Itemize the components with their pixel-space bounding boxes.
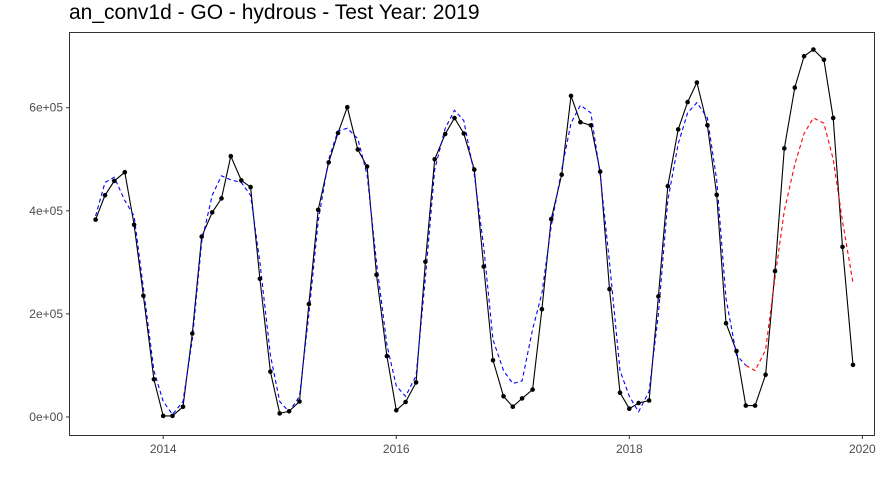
data-point [335,130,341,136]
data-point [228,153,234,159]
data-point [588,123,594,128]
y-tick-label: 6e+05 [29,101,63,115]
data-point [597,169,603,174]
data-point [277,411,283,416]
data-point [355,147,361,152]
data-point [93,217,98,222]
data-point [442,131,448,137]
x-axis: 2014 2016 2018 2020 [150,435,876,456]
data-point [752,403,758,408]
data-point [636,400,641,406]
data-point [315,207,321,213]
data-point [578,119,583,125]
data-point [617,390,623,396]
data-point [559,172,564,177]
series-line-0 [95,48,854,417]
data-point [345,104,350,110]
data-point [734,348,739,354]
data-point [772,268,778,274]
data-point [821,57,827,63]
data-point [364,164,370,169]
data-point [782,146,787,151]
data-point [705,123,710,128]
data-point [199,234,204,239]
data-point [646,398,652,403]
data-point [122,169,128,175]
y-tick-label: 2e+05 [29,307,63,321]
plot-panel-border [69,32,875,436]
data-point [326,160,332,165]
data-point [248,184,253,190]
data-point [257,276,263,282]
data-point [568,93,574,99]
chart-title: an_conv1d - GO - hydrous - Test Year: 20… [69,1,480,24]
y-axis: 0e+00 2e+05 4e+05 6e+05 [29,101,70,424]
data-point [209,210,215,215]
data-point [656,294,661,299]
x-tick-label: 2014 [150,442,177,456]
data-point [723,320,729,326]
data-point [141,293,146,299]
data-point [850,362,856,368]
data-point [801,53,807,59]
data-point [694,80,700,85]
data-point [519,396,525,401]
data-point [481,264,487,269]
data-point [306,301,312,307]
data-point [548,216,554,222]
y-tick-label: 0e+00 [29,410,63,424]
series-line-2 [745,117,854,372]
data-point [792,85,798,90]
x-tick-label: 2020 [849,442,876,456]
data-point [452,115,457,121]
data-point [501,394,506,399]
data-point [131,222,137,227]
data-point [413,380,419,385]
data-point [675,127,681,132]
data-point [530,387,535,392]
data-point [384,353,390,359]
data-point [151,377,157,382]
data-point [180,404,186,410]
data-point [112,178,117,184]
data-point [170,413,175,419]
data-point [472,167,477,172]
data-point [374,272,379,278]
data-point [190,331,195,336]
data-point [432,157,438,162]
data-point [423,259,428,265]
data-point [239,178,244,183]
data-point [403,399,408,405]
data-point [160,413,166,419]
data-point [461,131,467,136]
data-point [743,403,749,408]
data-point [811,47,816,52]
series-layer [95,48,854,417]
data-point [490,358,496,363]
data-point [394,408,399,413]
data-point [665,183,671,189]
data-point [627,406,632,412]
data-point [102,193,108,198]
data-point [840,244,845,250]
data-point [510,404,516,410]
series-line-1 [95,101,747,416]
data-point [714,192,719,198]
points-layer [93,47,856,419]
data-point [830,115,836,121]
data-point [268,369,273,374]
x-tick-label: 2018 [616,442,643,456]
data-point [539,306,545,312]
data-point [607,286,612,292]
data-point [297,399,302,404]
data-point [685,99,690,105]
y-tick-label: 4e+05 [29,204,63,218]
x-tick-label: 2016 [383,442,410,456]
data-point [286,409,292,414]
data-point [763,372,768,378]
data-point [219,196,224,201]
